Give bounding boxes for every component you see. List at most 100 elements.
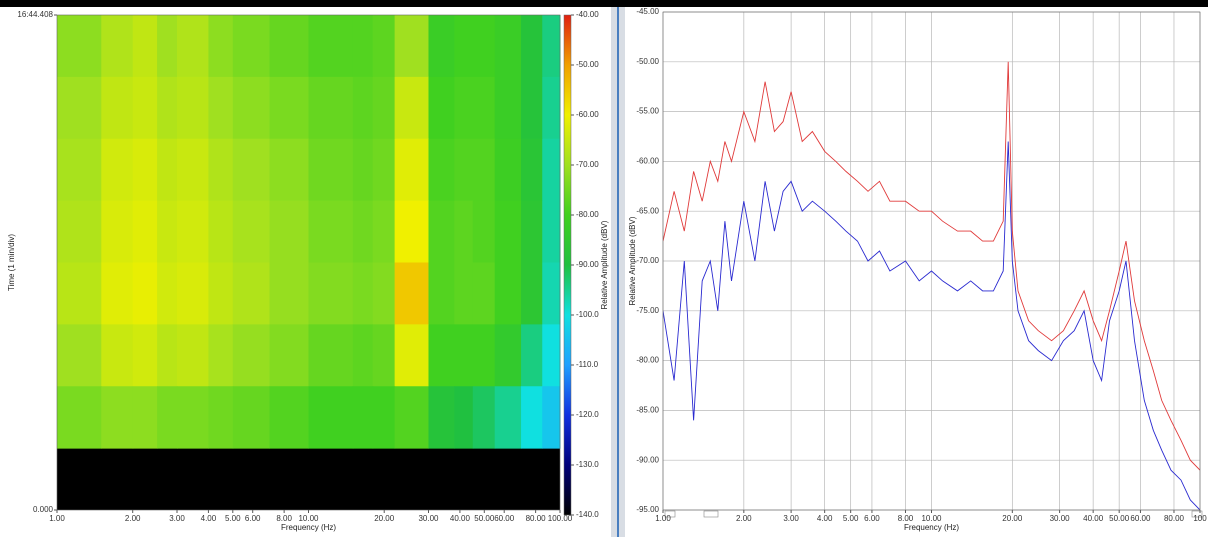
heat-cell (101, 386, 134, 449)
heat-cell (308, 324, 354, 387)
heat-cell (57, 262, 102, 325)
heat-cell (472, 386, 496, 449)
x-tick-label: 80.00 (1164, 514, 1185, 523)
heat-cell (101, 138, 134, 202)
x-tick-label: 6.00 (864, 514, 880, 523)
heat-cell (454, 15, 474, 78)
heat-cell (472, 76, 496, 140)
y-tick-label: -50.00 (636, 57, 659, 66)
y-tick-label: 16:44.408 (17, 10, 53, 19)
scroll-thumb[interactable] (703, 510, 719, 518)
heat-cell (428, 138, 455, 202)
x-tick-label: 4.00 (201, 514, 217, 523)
heat-cell (454, 262, 474, 325)
heat-cell (394, 76, 429, 140)
heat-cell (454, 324, 474, 387)
colorbar (563, 14, 572, 516)
x-tick-label: 2.00 (125, 514, 141, 523)
heat-cell (269, 76, 309, 140)
heat-cell (157, 200, 178, 263)
heat-cell (176, 200, 209, 263)
heat-cell (454, 76, 474, 140)
x-tick-label: 8.00 (898, 514, 914, 523)
x-tick-label: 3.00 (783, 514, 799, 523)
colorbar-tick-label: -110.0 (576, 360, 599, 369)
heat-cell (269, 200, 309, 263)
x-tick-label: 50.00 (1109, 514, 1130, 523)
heat-cell (101, 15, 134, 78)
y-tick-label: -60.00 (636, 157, 659, 166)
heat-cell (132, 324, 158, 387)
heat-cell (521, 262, 543, 325)
y-tick-label: -45.00 (636, 7, 659, 16)
heat-cell (308, 262, 354, 325)
heat-cell (208, 324, 234, 387)
heat-cell (57, 76, 102, 140)
heat-cell (176, 15, 209, 78)
y-tick-label: -95.00 (636, 505, 659, 514)
heat-cell (176, 262, 209, 325)
x-tick-label: 100 (1193, 514, 1207, 523)
heat-cell (352, 200, 374, 263)
heat-cell (472, 15, 496, 78)
heat-cell (352, 262, 374, 325)
colorbar-tick-label: -40.00 (576, 10, 599, 19)
heat-cell (208, 200, 234, 263)
heat-cell (428, 262, 455, 325)
top-bar (0, 0, 1208, 7)
heat-cell (394, 262, 429, 325)
x-tick-label: 30.00 (418, 514, 439, 523)
y-tick-label: -70.00 (636, 256, 659, 265)
scroll-button[interactable] (664, 510, 676, 518)
heat-cell (428, 324, 455, 387)
x-axis-title: Frequency (Hz) (904, 523, 959, 532)
heat-cell (101, 200, 134, 263)
heat-cell (521, 200, 543, 263)
heat-cell (472, 324, 496, 387)
heat-cell (521, 76, 543, 140)
heat-cell (494, 15, 522, 78)
x-tick-label: 5.00 (843, 514, 859, 523)
scroll-button[interactable] (1191, 510, 1203, 518)
heat-cell (232, 200, 271, 263)
colorbar-tick-label: -80.00 (576, 210, 599, 219)
heat-cell (394, 15, 429, 78)
x-tick-label: 6.00 (245, 514, 261, 523)
heat-cell (394, 200, 429, 263)
colorbar-title: Relative Amplitude (dBV) (600, 220, 609, 309)
heat-cell (101, 262, 134, 325)
y-tick-label: -75.00 (636, 306, 659, 315)
heat-cell (521, 138, 543, 202)
heat-cell (372, 262, 396, 325)
heat-cell (232, 15, 271, 78)
heat-cell (269, 262, 309, 325)
heat-cell (269, 15, 309, 78)
heat-cell (454, 138, 474, 202)
x-tick-label: 1.00 (49, 514, 65, 523)
x-tick-label: 1.00 (655, 514, 671, 523)
colorbar-tick-label: -50.00 (576, 60, 599, 69)
heat-cell (57, 386, 102, 449)
y-tick-label: -80.00 (636, 356, 659, 365)
heat-cell (132, 200, 158, 263)
heat-cell (352, 324, 374, 387)
x-tick-label: 4.00 (817, 514, 833, 523)
heat-cell (101, 324, 134, 387)
colorbar-tick-label: -100.0 (576, 310, 599, 319)
heat-cell (308, 386, 354, 449)
y-tick-label: -85.00 (636, 406, 659, 415)
heat-cell (542, 200, 561, 263)
heat-cell (352, 15, 374, 78)
colorbar-tick-label: -60.00 (576, 110, 599, 119)
heat-cell (57, 324, 102, 387)
heat-cell (372, 200, 396, 263)
heat-cell (352, 386, 374, 449)
heat-cell (494, 76, 522, 140)
heat-cell (352, 138, 374, 202)
x-tick-label: 20.00 (1002, 514, 1023, 523)
heat-cell (101, 76, 134, 140)
heat-cell (494, 262, 522, 325)
heat-cell (157, 386, 178, 449)
heat-cell (542, 262, 561, 325)
